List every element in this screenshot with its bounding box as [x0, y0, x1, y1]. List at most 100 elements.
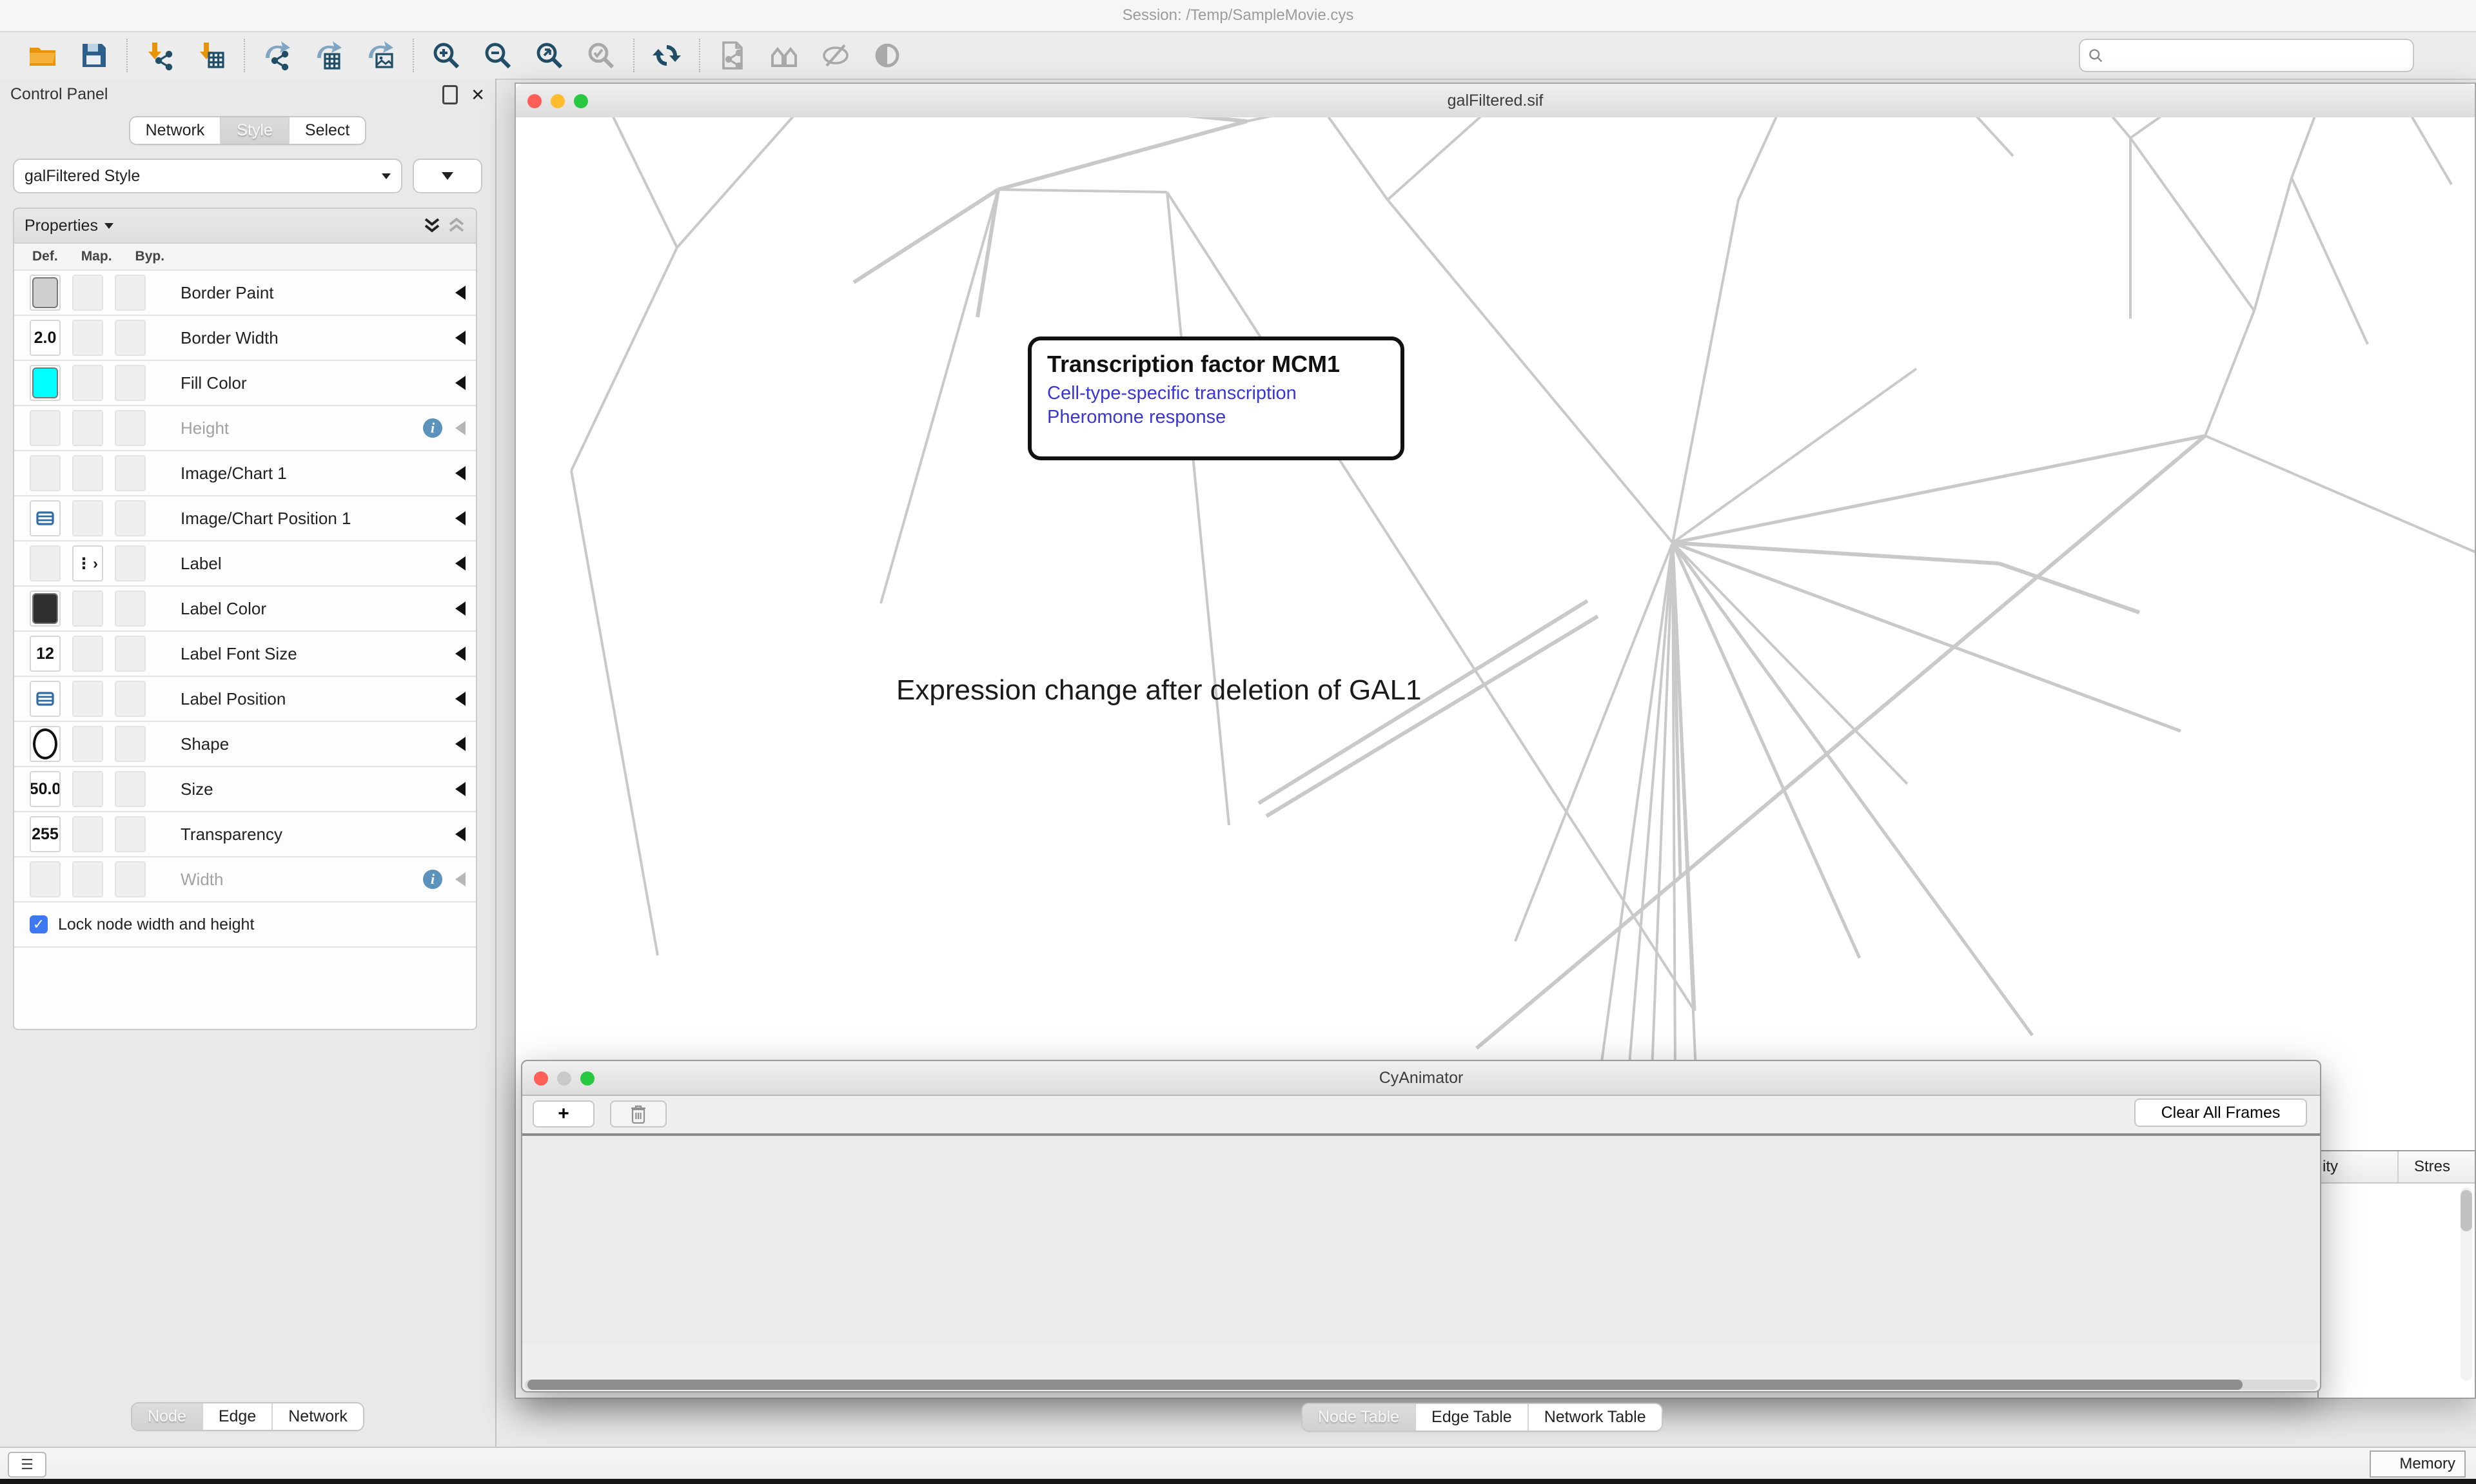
import-table-icon[interactable] — [195, 39, 228, 72]
property-row[interactable]: 12 Label Font Size — [14, 630, 476, 676]
property-row[interactable]: 50.0 Size — [14, 766, 476, 811]
network-edge[interactable] — [1671, 542, 1862, 959]
network-edge[interactable] — [1651, 542, 1674, 1072]
export-network-icon[interactable] — [260, 39, 294, 72]
network-edge[interactable] — [1672, 541, 1999, 565]
network-edge[interactable] — [2390, 117, 2453, 186]
network-edge[interactable] — [1672, 541, 2181, 733]
table-scrollbar-thumb[interactable] — [2461, 1190, 2472, 1231]
bypass-cell[interactable] — [115, 681, 146, 717]
network-edge[interactable] — [1671, 542, 1909, 785]
bypass-cell[interactable] — [115, 545, 146, 581]
bypass-cell[interactable] — [115, 771, 146, 807]
network-edge[interactable] — [1166, 191, 1230, 826]
mapping-cell[interactable] — [72, 455, 103, 491]
network-edge[interactable] — [1998, 561, 2140, 614]
memory-button[interactable]: Memory — [2370, 1450, 2466, 1478]
collapse-arrow-icon[interactable] — [455, 827, 466, 841]
save-icon[interactable] — [77, 39, 111, 72]
bypass-cell[interactable] — [115, 726, 146, 762]
column-header-centrality[interactable]: ity — [2319, 1151, 2399, 1182]
search-box[interactable] — [2079, 39, 2414, 72]
default-value-cell[interactable]: 255 — [30, 816, 61, 852]
properties-header[interactable]: Properties — [25, 216, 98, 235]
property-row[interactable]: ⋮› Label — [14, 540, 476, 585]
network-edge[interactable] — [2253, 177, 2293, 311]
collapse-arrow-icon[interactable] — [455, 331, 466, 345]
network-edge[interactable] — [1737, 117, 1794, 200]
clear-all-frames-button[interactable]: Clear All Frames — [2134, 1098, 2307, 1127]
panel-tab-network[interactable]: Network — [271, 1403, 363, 1430]
table-scrollbar[interactable] — [2461, 1187, 2472, 1381]
column-header-stress[interactable]: Stres — [2414, 1158, 2451, 1175]
collapse-arrow-icon[interactable] — [455, 782, 466, 796]
network-edge[interactable] — [2080, 117, 2132, 139]
close-window-icon[interactable] — [534, 1071, 548, 1086]
zoom-fit-icon[interactable] — [533, 39, 566, 72]
mapping-cell[interactable] — [72, 410, 103, 446]
close-panel-icon[interactable]: ✕ — [471, 85, 485, 104]
mapping-cell[interactable] — [72, 726, 103, 762]
network-edge[interactable] — [997, 119, 1248, 191]
annotation-box[interactable]: Transcription factor MCM1 Cell-type-spec… — [1028, 337, 1404, 460]
collapse-arrow-icon[interactable] — [455, 556, 466, 571]
collapse-arrow-icon[interactable] — [455, 692, 466, 706]
bypass-cell[interactable] — [115, 320, 146, 356]
property-row[interactable]: Image/Chart Position 1 — [14, 495, 476, 540]
network-edge[interactable] — [1599, 542, 1674, 1072]
annotation-link[interactable]: Cell-type-specific transcription — [1047, 383, 1297, 404]
timeline-scrollbar[interactable] — [525, 1380, 2317, 1390]
default-value-cell[interactable] — [30, 861, 61, 897]
property-row[interactable]: Fill Color — [14, 360, 476, 405]
network-edge[interactable] — [1019, 117, 1248, 123]
zoom-window-icon[interactable] — [580, 1071, 594, 1086]
network-edge[interactable] — [1386, 199, 1674, 544]
network-edge[interactable] — [1514, 542, 1674, 942]
property-row[interactable]: Label Color — [14, 585, 476, 630]
network-edge[interactable] — [1942, 117, 2014, 157]
network-edge[interactable] — [976, 189, 1000, 318]
bypass-cell[interactable] — [115, 275, 146, 311]
network-edge[interactable] — [1671, 367, 1918, 544]
default-value-cell[interactable]: 12 — [30, 636, 61, 672]
network-edge[interactable] — [2205, 434, 2475, 556]
network-edge[interactable] — [570, 470, 659, 956]
panel-tab-edge[interactable]: Edge — [201, 1403, 272, 1430]
default-value-cell[interactable] — [30, 681, 61, 717]
network-edge[interactable] — [997, 188, 1168, 193]
default-value-cell[interactable] — [30, 410, 61, 446]
network-edge[interactable] — [570, 247, 678, 471]
panel-tab-node[interactable]: Node — [132, 1403, 202, 1430]
mapping-cell[interactable] — [72, 816, 103, 852]
property-row[interactable]: Shape — [14, 721, 476, 766]
zoom-window-icon[interactable] — [574, 94, 588, 108]
collapse-arrow-icon[interactable] — [455, 421, 466, 435]
delete-frame-button[interactable] — [610, 1100, 667, 1128]
network-edge[interactable] — [852, 188, 999, 284]
bypass-cell[interactable] — [115, 861, 146, 897]
default-value-cell[interactable] — [30, 591, 61, 627]
network-edge[interactable] — [2129, 117, 2214, 139]
network-edge[interactable] — [1671, 542, 1697, 1072]
property-row[interactable]: Label Position — [14, 676, 476, 721]
style-selector[interactable]: galFiltered Style — [13, 159, 402, 193]
cyanimator-timeline[interactable] — [522, 1136, 2320, 1345]
property-row[interactable]: Image/Chart 1 — [14, 450, 476, 495]
network-edge[interactable] — [676, 117, 827, 249]
collapse-arrow-icon[interactable] — [455, 647, 466, 661]
mapping-cell[interactable] — [72, 771, 103, 807]
network-edge[interactable] — [1671, 199, 1740, 543]
mapping-cell[interactable]: ⋮› — [72, 545, 103, 581]
mapping-cell[interactable] — [72, 681, 103, 717]
mapping-cell[interactable] — [72, 636, 103, 672]
mapping-cell[interactable] — [72, 861, 103, 897]
bypass-cell[interactable] — [115, 500, 146, 536]
collapse-arrow-icon[interactable] — [455, 376, 466, 390]
default-value-cell[interactable] — [30, 545, 61, 581]
network-edge[interactable] — [1301, 117, 1389, 201]
default-value-cell[interactable] — [30, 455, 61, 491]
property-row[interactable]: Border Paint — [14, 269, 476, 315]
default-value-cell[interactable] — [30, 275, 61, 311]
export-table-icon[interactable] — [312, 39, 346, 72]
bypass-cell[interactable] — [115, 816, 146, 852]
